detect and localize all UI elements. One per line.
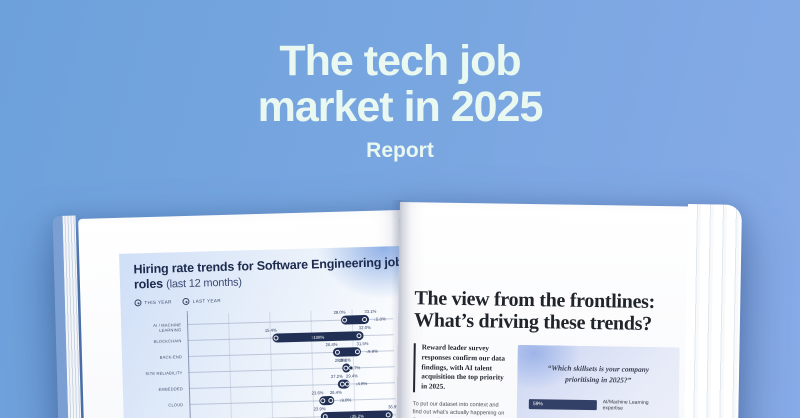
row-label: Embedded	[158, 385, 183, 392]
legend-this-year: This year	[134, 298, 172, 307]
dumbbell-bar	[318, 396, 335, 406]
change-label: ↓5.0%	[373, 316, 386, 322]
callout-text: Reward leader survey responses confirm o…	[413, 343, 510, 394]
left-value: 27.2%	[330, 373, 343, 379]
article-heading-line2: What’s driving these trends?	[413, 308, 653, 335]
this-year-dot	[273, 335, 279, 341]
survey-question: “Which skillsets is your company priorit…	[547, 363, 650, 385]
left-value: 23.6%	[311, 389, 324, 396]
legend-last-year-label: Last year	[192, 297, 222, 304]
chart-legend: This year Last year	[134, 292, 396, 307]
dumbbell-bar: ↓35.2%	[320, 410, 393, 418]
page-title-line1: The tech job	[279, 37, 521, 85]
change-label: ↓9.8%	[365, 348, 378, 355]
row-label: Back-end	[159, 353, 183, 360]
legend-last-year: Last year	[182, 297, 222, 305]
right-page: The view from the frontlines: What’s dri…	[395, 202, 690, 418]
last-year-dot	[344, 381, 350, 387]
right-value: 32.0%	[358, 324, 371, 330]
this-year-dot	[342, 317, 348, 323]
left-value: 23.9%	[313, 405, 326, 412]
last-year-dot	[356, 333, 362, 339]
row-label: Site Reliability	[145, 369, 183, 376]
chart-title: Hiring rate trends for Software Engineer…	[133, 255, 406, 293]
last-year-icon	[182, 297, 190, 305]
priority-bar-row: 59% AI/Machine Learning expertise	[528, 398, 667, 413]
right-value: 29.4%	[345, 372, 358, 379]
change-label: ↓35.2%	[349, 413, 364, 418]
change-label: ↓9.8%	[339, 397, 352, 403]
bar-value: 59%	[532, 401, 543, 408]
left-value: 26.4%	[325, 341, 338, 347]
right-value: 26.4%	[329, 389, 342, 395]
right-page-content: The view from the frontlines: What’s dri…	[412, 287, 681, 418]
right-value: 31.5%	[356, 340, 369, 346]
book-left-pages-edge	[52, 215, 71, 418]
left-value: 15.4%	[264, 327, 277, 333]
last-year-dot	[354, 349, 360, 355]
dumbbell-bar	[338, 379, 351, 389]
this-year-icon	[134, 298, 142, 307]
bar-label: AI/Machine Learning expertise	[602, 399, 649, 412]
left-page: Hiring rate trends for Software Engineer…	[78, 210, 409, 418]
row-label: Cloud	[168, 401, 184, 408]
article-columns: Reward leader survey responses confirm o…	[412, 343, 680, 418]
this-year-dot	[334, 349, 340, 356]
dumbbell-bar	[332, 347, 362, 358]
priority-bars: 59%AI/Machine Learning expertise36%Techn…	[528, 398, 667, 418]
right-value: 33.1%	[364, 308, 377, 314]
left-value: 28.0%	[333, 309, 346, 315]
book-right-pages-edge	[683, 204, 742, 418]
dumbbell-chart: AI / Machine Learning 28.0% 33.1% ↓5.0% Bloc…	[135, 307, 401, 418]
survey-card: “Which skillsets is your company priorit…	[515, 345, 680, 418]
this-year-dot	[320, 398, 326, 404]
hero: The tech job market in 2025 Report	[0, 38, 800, 163]
article-text-column: Reward leader survey responses confirm o…	[412, 343, 510, 418]
body-text: To put our dataset into context and find…	[412, 401, 505, 418]
this-year-dot	[322, 414, 328, 418]
hiring-chart-card: Hiring rate trends for Software Engineer…	[119, 245, 409, 418]
report-book: Hiring rate trends for Software Engineer…	[50, 200, 750, 418]
page-title-line2: market in 2025	[257, 83, 544, 131]
row-label: Blockchain	[153, 337, 182, 344]
book-spine	[391, 200, 411, 418]
priority-bar: 59%	[528, 399, 597, 411]
dumbbell-rows: AI / Machine Learning 28.0% 33.1% ↓5.0% Bloc…	[135, 308, 400, 418]
dumbbell-bar	[340, 315, 370, 325]
last-year-dot	[362, 317, 368, 323]
change-label: ↑108%	[311, 334, 325, 340]
right-value: 28.2%	[338, 357, 351, 363]
last-year-dot	[327, 398, 333, 404]
article-heading: The view from the frontlines: What’s dri…	[413, 287, 681, 335]
legend-this-year-label: This year	[144, 299, 172, 305]
change-label: ↓0.7%	[348, 365, 361, 371]
report-subtitle: Report	[366, 139, 434, 162]
chart-title-note: (last 12 months)	[166, 276, 242, 291]
change-label: ↓4.8%	[355, 381, 368, 387]
